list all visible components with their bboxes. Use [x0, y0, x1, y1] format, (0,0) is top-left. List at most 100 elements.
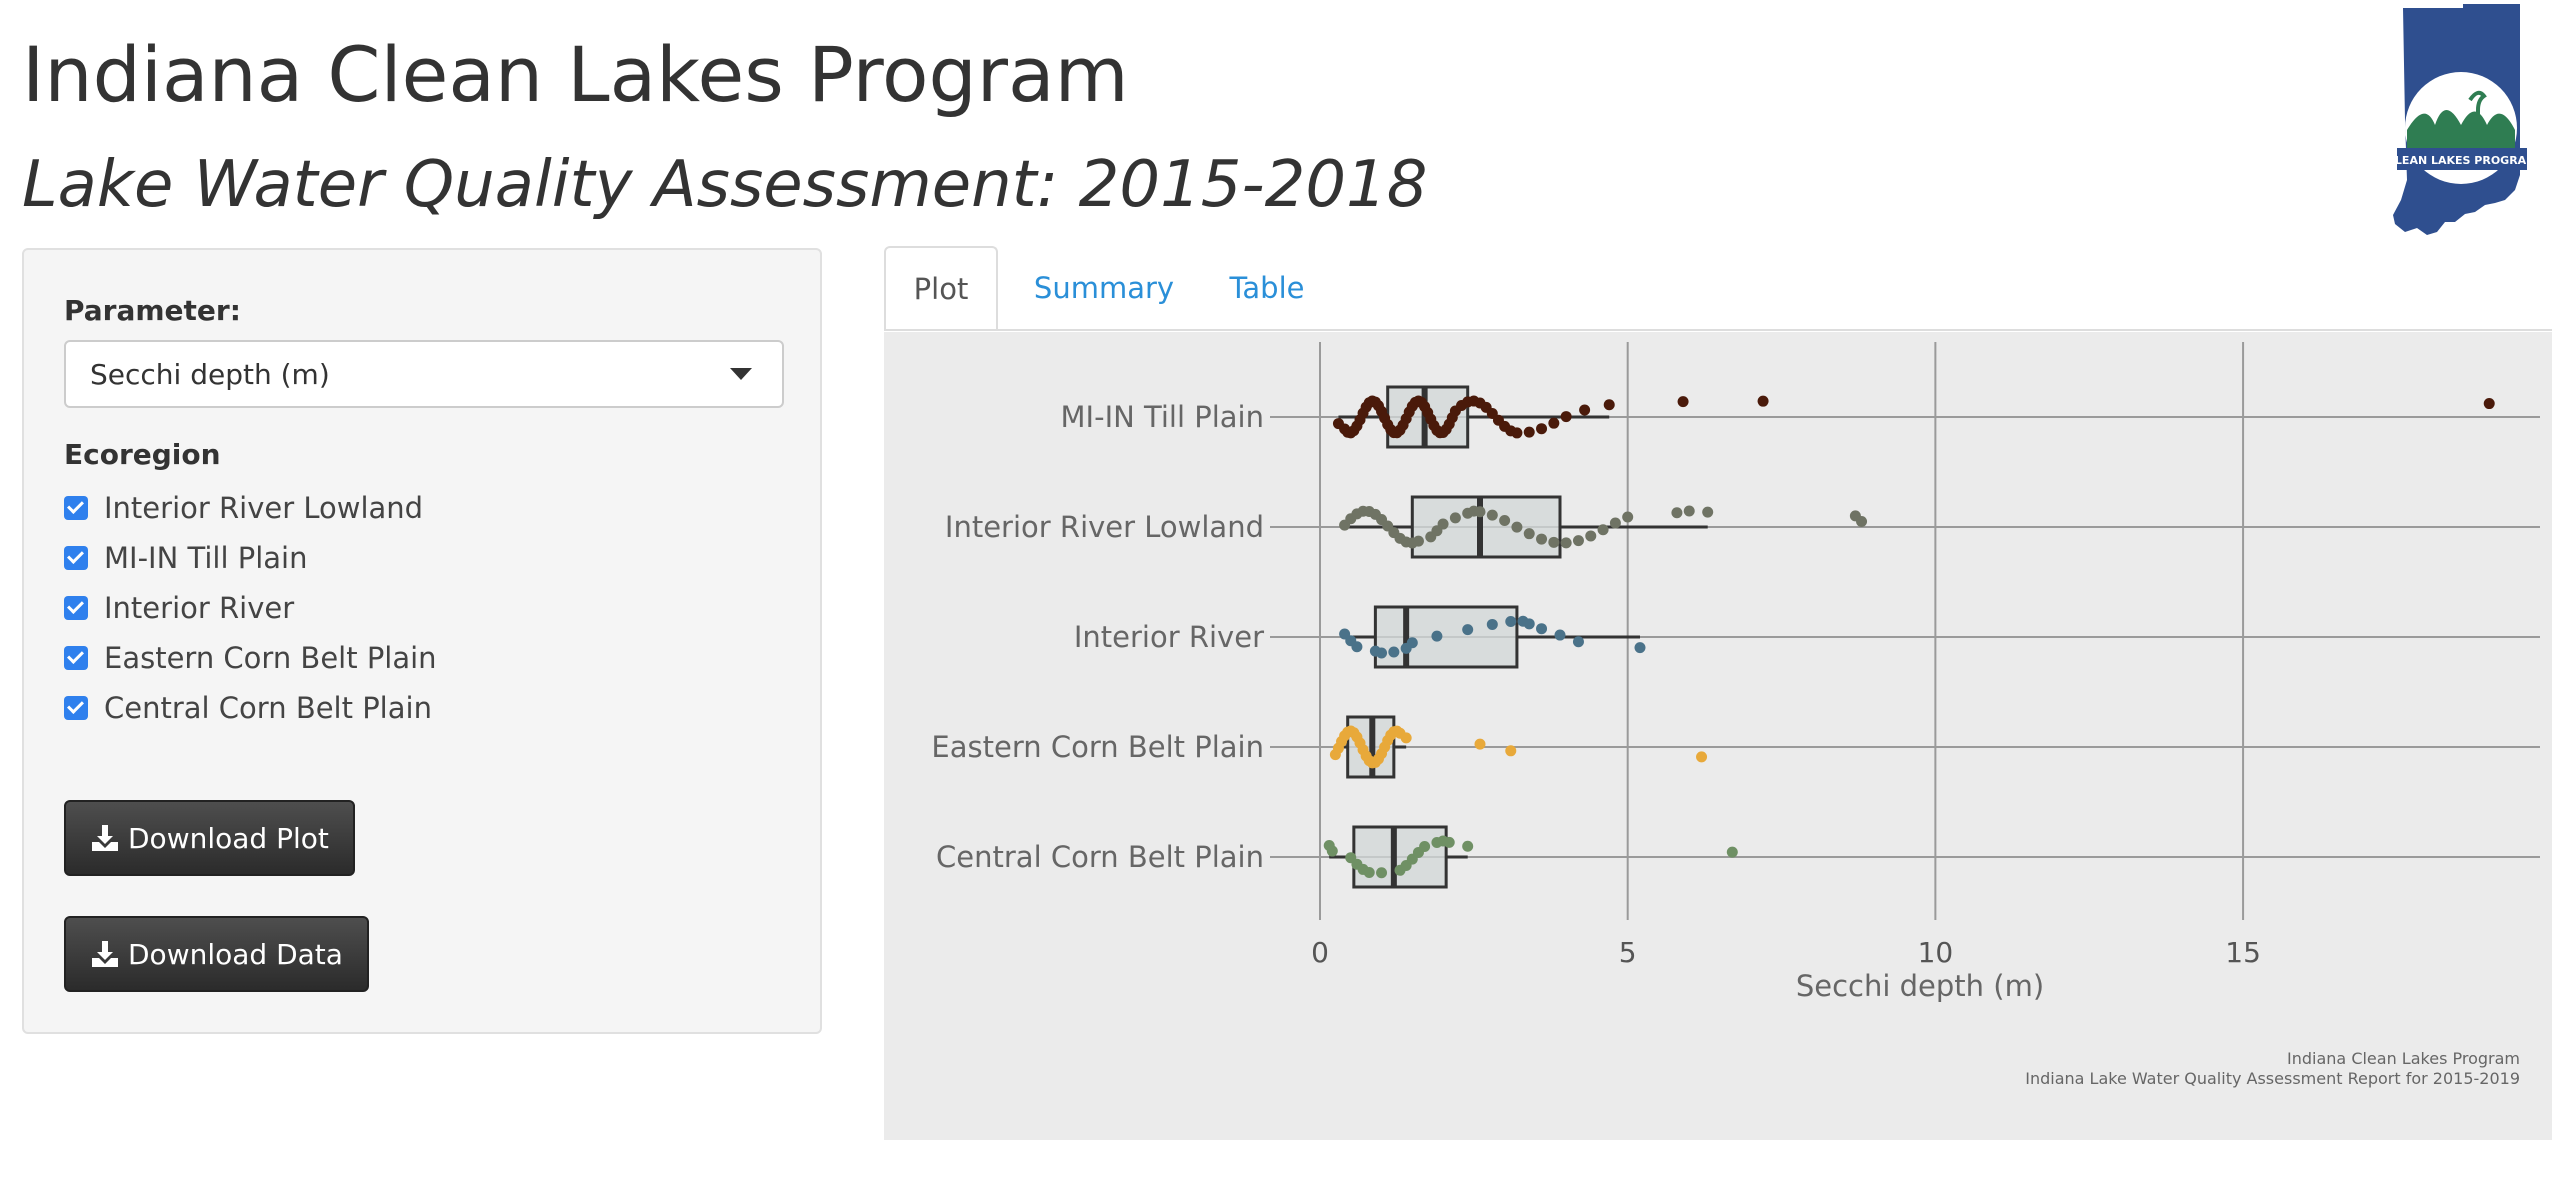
checkbox-checked-icon[interactable]: [64, 696, 88, 720]
data-point: [1572, 535, 1584, 547]
data-point: [1536, 423, 1548, 435]
chart-caption: Indiana Lake Water Quality Assessment Re…: [2025, 1069, 2520, 1088]
data-point: [1536, 533, 1548, 545]
parameter-selected-value: Secchi depth (m): [90, 358, 330, 391]
box-iqr: [1352, 825, 1448, 889]
data-point: [1597, 524, 1609, 536]
data-point: [1499, 515, 1511, 527]
data-point: [1560, 537, 1572, 549]
ecoregion-option-label: Central Corn Belt Plain: [104, 691, 432, 725]
data-point: [1572, 636, 1584, 648]
ecoregion-option[interactable]: MI-IN Till Plain: [64, 538, 307, 578]
download-plot-button[interactable]: Download Plot: [64, 800, 355, 876]
ecoregion-label: Ecoregion: [64, 438, 221, 471]
download-data-label: Download Data: [128, 937, 343, 971]
checkbox-checked-icon[interactable]: [64, 546, 88, 570]
data-point: [1351, 641, 1363, 653]
download-icon: [92, 941, 118, 967]
x-tick-label: 15: [2225, 936, 2261, 969]
data-point: [1511, 427, 1523, 439]
sidebar-panel: Parameter: Secchi depth (m) Ecoregion In…: [22, 248, 822, 1034]
chevron-down-icon: [730, 368, 752, 380]
data-point: [1726, 846, 1738, 858]
secchi-boxplot-chart: 0 5 10 15 MI-IN Till Plain Interior River Low…: [931, 342, 2540, 1088]
data-point: [1462, 624, 1474, 636]
y-tick-label: Eastern Corn Belt Plain: [931, 730, 1264, 764]
tab-bar: Plot Summary Table: [884, 246, 2552, 330]
plot-panel: 0 5 10 15 MI-IN Till Plain Interior River Low…: [884, 332, 2552, 1140]
ecoregion-option-label: Eastern Corn Belt Plain: [104, 641, 437, 675]
data-point: [1449, 512, 1461, 524]
data-point: [1856, 516, 1868, 528]
download-plot-label: Download Plot: [128, 821, 329, 855]
data-point: [1523, 528, 1535, 540]
data-point: [1437, 518, 1449, 530]
data-point: [1523, 618, 1535, 630]
ecoregion-option[interactable]: Interior River Lowland: [64, 488, 423, 528]
tab-divider: [884, 329, 2552, 331]
parameter-label: Parameter:: [64, 294, 241, 327]
checkbox-checked-icon[interactable]: [64, 646, 88, 670]
data-point: [1363, 866, 1375, 878]
data-point: [1376, 867, 1388, 879]
data-point: [1536, 623, 1548, 635]
data-point: [1474, 738, 1486, 750]
data-point: [1634, 642, 1646, 654]
checkbox-checked-icon[interactable]: [64, 596, 88, 620]
y-tick-label: MI-IN Till Plain: [1061, 400, 1264, 434]
page-title: Indiana Clean Lakes Program: [22, 30, 1129, 119]
page-subtitle: Lake Water Quality Assessment: 2015-2018: [22, 148, 1428, 222]
data-point: [1622, 511, 1634, 523]
ecoregion-option-label: Interior River Lowland: [104, 491, 424, 525]
data-point: [1523, 426, 1535, 438]
ecoregion-option[interactable]: Eastern Corn Belt Plain: [64, 638, 437, 678]
data-point: [1579, 404, 1591, 416]
data-point: [1585, 530, 1597, 542]
data-point: [1683, 505, 1695, 517]
data-point: [2483, 398, 2495, 410]
data-point: [1419, 841, 1431, 853]
y-tick-label: Interior River Lowland: [945, 510, 1264, 544]
data-point: [1486, 509, 1498, 521]
data-point: [1376, 647, 1388, 659]
tab-table[interactable]: Table: [1229, 271, 1305, 305]
data-point: [1702, 506, 1714, 518]
ecoregion-option-label: Interior River: [104, 591, 295, 625]
data-point: [1548, 536, 1560, 548]
parameter-select[interactable]: Secchi depth (m): [64, 340, 784, 408]
checkbox-checked-icon[interactable]: [64, 496, 88, 520]
data-point: [1431, 630, 1443, 642]
data-point: [1462, 840, 1474, 852]
data-point: [1400, 732, 1412, 744]
data-point: [1443, 836, 1455, 848]
tab-summary[interactable]: Summary: [1033, 271, 1175, 305]
data-point: [1511, 521, 1523, 533]
data-point: [1505, 745, 1517, 757]
data-point: [1548, 417, 1560, 429]
ecoregion-option-label: MI-IN Till Plain: [104, 541, 308, 575]
data-point: [1486, 618, 1498, 630]
data-point: [1677, 396, 1689, 408]
ecoregion-option[interactable]: Interior River: [64, 588, 294, 628]
y-tick-label: Central Corn Belt Plain: [936, 840, 1264, 874]
data-point: [1505, 615, 1517, 627]
data-point: [1560, 411, 1572, 423]
x-tick-label: 0: [1311, 936, 1329, 969]
data-point: [1388, 646, 1400, 658]
data-point: [1696, 751, 1708, 763]
ecoregion-option[interactable]: Central Corn Belt Plain: [64, 688, 432, 728]
x-tick-label: 5: [1619, 936, 1637, 969]
data-point: [1474, 506, 1486, 518]
y-tick-label: Interior River: [1074, 620, 1264, 654]
chart-caption: Indiana Clean Lakes Program: [2287, 1049, 2520, 1068]
clean-lakes-logo: CLEAN LAKES PROGRAM: [2387, 4, 2537, 235]
download-data-button[interactable]: Download Data: [64, 916, 369, 992]
tab-plot[interactable]: Plot: [884, 246, 998, 330]
data-point: [1412, 535, 1424, 547]
box-iqr: [1373, 605, 1519, 669]
data-point: [1406, 637, 1418, 649]
data-point: [1671, 507, 1683, 519]
x-axis-title: Secchi depth (m): [1796, 969, 2044, 1003]
data-point: [1757, 395, 1769, 407]
data-point: [1609, 517, 1621, 529]
